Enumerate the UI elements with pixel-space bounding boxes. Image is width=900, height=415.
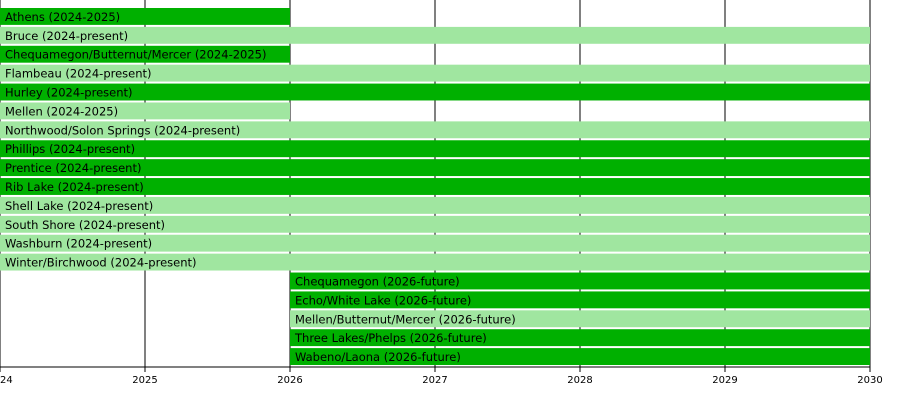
bar-label: South Shore (2024-present) xyxy=(5,218,165,232)
bar-label: Chequamegon (2026-future) xyxy=(295,274,460,288)
bar xyxy=(0,234,870,252)
bar-label: Mellen/Butternut/Mercer (2026-future) xyxy=(295,312,516,326)
bar-label: Athens (2024-2025) xyxy=(5,10,120,24)
bar xyxy=(0,121,870,139)
bar-label: Mellen (2024-2025) xyxy=(5,104,118,118)
bar-label: Bruce (2024-present) xyxy=(5,29,128,43)
bar-label: Three Lakes/Phelps (2026-future) xyxy=(294,331,487,345)
bar xyxy=(0,26,870,44)
bar-label: Flambeau (2024-present) xyxy=(5,67,152,81)
bar xyxy=(290,272,870,290)
bar-label: Chequamegon/Butternut/Mercer (2024-2025) xyxy=(5,48,266,62)
bar xyxy=(0,64,870,82)
x-tick-label: 2024 xyxy=(0,375,13,386)
bar xyxy=(0,8,290,25)
bar-label: Washburn (2024-present) xyxy=(5,237,152,251)
bar xyxy=(290,329,870,347)
bar-label: Phillips (2024-present) xyxy=(5,142,135,156)
bar xyxy=(0,253,870,271)
bar xyxy=(290,291,870,309)
x-tick-label: 2029 xyxy=(712,375,737,386)
x-tick-label: 2028 xyxy=(567,375,592,386)
bar xyxy=(0,215,870,233)
bar-label: Wabeno/Laona (2026-future) xyxy=(295,350,461,364)
bar-label: Winter/Birchwood (2024-present) xyxy=(5,256,197,270)
bar xyxy=(290,348,870,365)
x-tick-label: 2025 xyxy=(132,375,157,386)
bar xyxy=(0,102,290,120)
bar-label: Echo/White Lake (2026-future) xyxy=(295,293,471,307)
bar xyxy=(0,83,870,101)
bar-label: Shell Lake (2024-present) xyxy=(5,199,153,213)
bar-label: Rib Lake (2024-present) xyxy=(5,180,144,194)
bar-label: Northwood/Solon Springs (2024-present) xyxy=(5,123,240,137)
x-tick-label: 2030 xyxy=(857,375,882,386)
bar xyxy=(0,159,870,177)
bar xyxy=(0,140,870,158)
x-tick-label: 2027 xyxy=(422,375,447,386)
bar xyxy=(0,45,290,63)
x-tick-label: 2026 xyxy=(277,375,302,386)
bar xyxy=(0,178,870,195)
bar xyxy=(290,310,870,328)
bar-label: Prentice (2024-present) xyxy=(5,161,141,175)
bar xyxy=(0,196,870,214)
bar-label: Hurley (2024-present) xyxy=(5,86,133,100)
